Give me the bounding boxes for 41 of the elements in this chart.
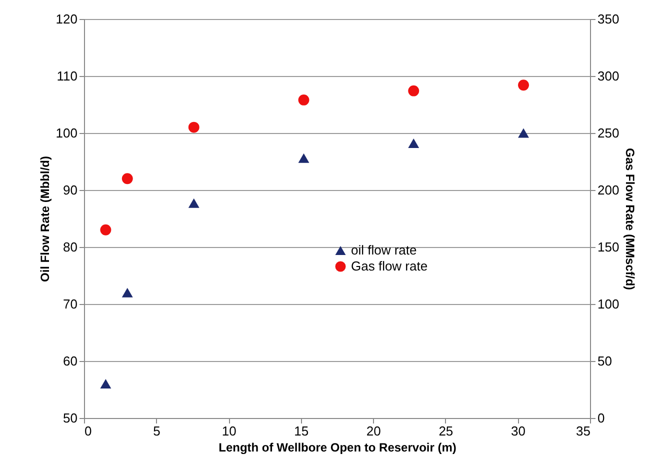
x-tick-label: 0 — [84, 424, 92, 438]
y-tick-label: 110 — [56, 68, 78, 84]
point — [188, 122, 200, 133]
y-tick-label: 100 — [56, 126, 78, 140]
y-tick-label: 50 — [63, 410, 78, 426]
x-tick-label: 30 — [510, 424, 526, 438]
x-tick-label: 20 — [366, 424, 381, 438]
y-tick-label: 80 — [63, 240, 78, 254]
y2-tick-label: 50 — [598, 354, 612, 368]
y-tick-label: 60 — [63, 354, 78, 368]
point — [188, 198, 200, 208]
x-tick-label: 25 — [438, 424, 454, 438]
point — [298, 94, 310, 106]
y2-axis-title: Gas Flow Rate (MMscf/d) — [623, 148, 638, 290]
point — [122, 173, 133, 184]
point — [518, 80, 529, 91]
y2-tick-label: 0 — [598, 410, 605, 426]
x-axis-title: Length of Wellbore Open to Reservoir (m) — [218, 440, 456, 454]
point — [408, 138, 420, 148]
y2-tick-label: 150 — [598, 240, 620, 254]
x-tick-label: 35 — [576, 424, 590, 438]
x-tick-label: 15 — [294, 424, 309, 438]
y2-tick-label: 350 — [598, 12, 620, 26]
y2-tick-label: 250 — [598, 126, 620, 140]
point — [100, 379, 112, 389]
y-tick-label: 120 — [56, 12, 78, 26]
point — [408, 85, 420, 96]
x-tick-label: 10 — [222, 424, 236, 438]
y2-tick-label: 300 — [598, 68, 620, 84]
y2-tick-label: 200 — [598, 182, 620, 198]
y-axis-title: Oil Flow Rate (Mbbl/d) — [38, 156, 52, 282]
point — [518, 128, 529, 138]
point — [122, 288, 133, 298]
legend-label: oil flow rate — [351, 242, 417, 258]
x-tick-label: 5 — [153, 424, 160, 438]
y-tick-label: 90 — [63, 182, 78, 198]
y2-tick-label: 100 — [598, 296, 620, 312]
point — [298, 153, 310, 163]
y-tick-label: 70 — [63, 296, 78, 312]
legend-label: Gas flow rate — [351, 258, 428, 274]
point — [100, 224, 112, 236]
